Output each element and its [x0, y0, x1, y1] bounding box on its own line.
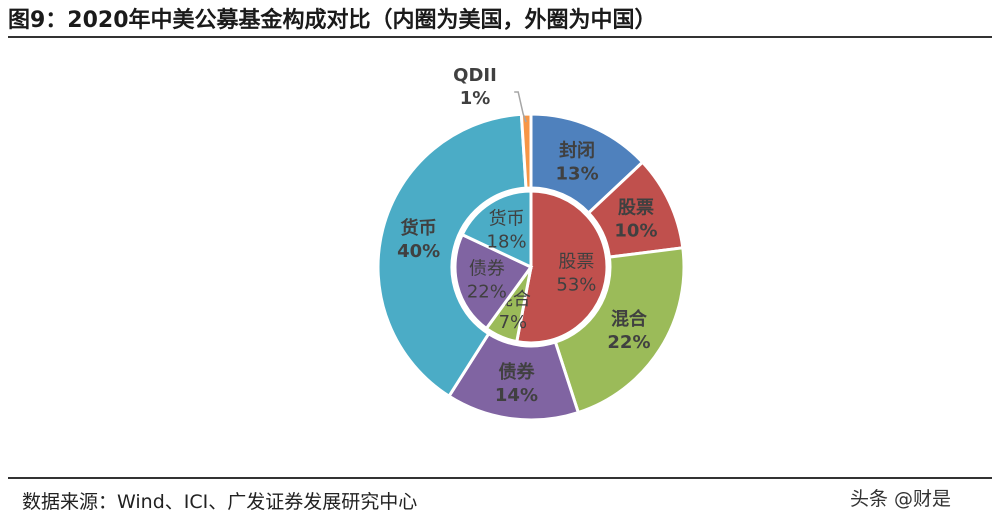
watermark: 头条 @财是 — [850, 488, 952, 510]
outer-label-category: QDII — [453, 65, 497, 86]
outer-label-value: 14% — [495, 385, 538, 406]
inner-label-category: 货币 — [489, 208, 525, 229]
source-divider — [8, 477, 992, 479]
source-note: 数据来源：Wind、ICI、广发证券发展研究中心 — [22, 491, 418, 513]
outer-label-value: 10% — [614, 221, 657, 242]
outer-label-value: 1% — [460, 88, 491, 109]
inner-label-value: 7% — [499, 312, 528, 333]
inner-slice-股票 — [515, 189, 609, 345]
outer-label-category: 混合 — [611, 308, 648, 330]
inner-label-category: 股票 — [558, 251, 594, 272]
outer-label-category: 封闭 — [559, 140, 595, 162]
title-divider — [8, 36, 992, 38]
outer-label-category: 股票 — [617, 198, 654, 219]
inner-slice-货币 — [460, 189, 533, 270]
outer-slice-混合 — [553, 246, 686, 415]
outer-label-value: 13% — [556, 164, 599, 185]
inner-label-value: 22% — [467, 281, 507, 302]
qdii-leader-line — [514, 91, 527, 123]
outer-label-category: 货币 — [401, 217, 437, 239]
chart-title: 图9：2020年中美公募基金构成对比（内圈为美国，外圈为中国） — [8, 8, 657, 33]
outer-label-category: 债券 — [498, 361, 535, 383]
inner-label-value: 53% — [556, 274, 596, 295]
inner-label-value: 18% — [487, 231, 527, 252]
outer-label-value: 40% — [397, 241, 440, 262]
outer-label-value: 22% — [607, 332, 650, 353]
outer-slice-货币 — [376, 112, 528, 399]
outer-slice-QDII — [519, 112, 533, 190]
inner-label-category: 债券 — [469, 258, 505, 279]
